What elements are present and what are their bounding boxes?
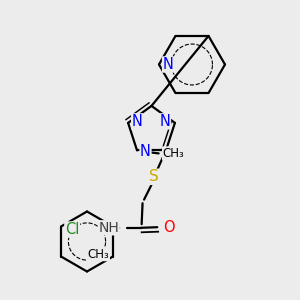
Text: O: O (164, 220, 175, 235)
Text: CH₃: CH₃ (88, 248, 110, 261)
Text: N: N (160, 114, 170, 129)
Text: NH: NH (98, 221, 119, 235)
Text: N: N (132, 114, 142, 129)
Text: CH₃: CH₃ (163, 147, 184, 160)
Text: S: S (149, 169, 159, 184)
Text: N: N (140, 144, 151, 159)
Text: Cl: Cl (65, 222, 79, 237)
Text: N: N (163, 57, 173, 72)
